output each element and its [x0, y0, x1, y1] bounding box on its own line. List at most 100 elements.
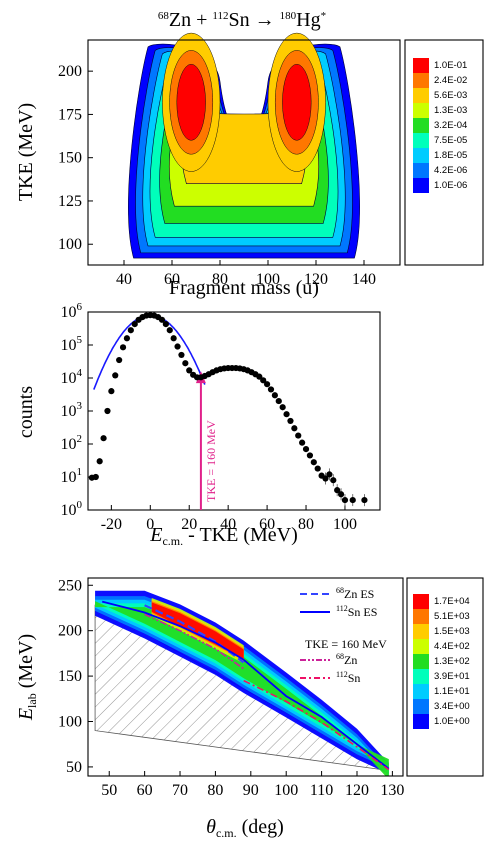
panel-2-xlabel: Ec.m. - TKE (MeV)	[149, 524, 298, 548]
data-point	[349, 496, 356, 504]
x-tick-label: 80	[212, 271, 228, 288]
x-tick-label: 100	[274, 782, 298, 799]
peak-contour	[282, 63, 312, 141]
zn-160-line	[144, 613, 245, 670]
data-point	[279, 404, 286, 411]
data-point	[263, 381, 271, 388]
y-tick-label: 104	[61, 367, 83, 387]
scale-label: 3.4E+00	[434, 701, 470, 712]
y-tick-label: 200	[58, 623, 82, 640]
panel-1-frame	[87, 39, 401, 266]
x-tick-label: 20	[181, 516, 197, 533]
scale-swatch	[413, 654, 429, 669]
scale-swatch	[413, 133, 429, 148]
data-point	[92, 473, 99, 481]
sn-es-line	[101, 600, 390, 770]
panel-3-frame	[87, 577, 404, 777]
data-point	[131, 320, 138, 328]
data-point	[341, 496, 349, 504]
scale-label: 3.9E+01	[434, 671, 470, 682]
panel-1-xlabel: Fragment mass (u)	[169, 277, 319, 299]
scale-swatch	[413, 118, 429, 133]
data-point	[306, 452, 314, 459]
x-tick-label: 100	[256, 271, 280, 288]
x-tick-label: 50	[101, 782, 117, 799]
data-point	[299, 439, 306, 446]
scale-label: 5.6E-03	[434, 90, 467, 101]
y-tick-label: 100	[58, 714, 82, 731]
legend-label: 68Zn ES	[336, 586, 374, 601]
data-point	[260, 377, 267, 384]
data-point	[119, 344, 127, 351]
data-point	[104, 407, 111, 415]
x-tick-label: 140	[352, 271, 376, 288]
x-tick-label: 120	[345, 782, 369, 799]
data-point	[295, 432, 302, 439]
scale-swatch	[413, 103, 429, 118]
panel-1-contour-map	[128, 32, 360, 259]
scale-swatch	[413, 699, 429, 714]
data-point	[337, 491, 345, 498]
legend-heading: TKE = 160 MeV	[305, 637, 387, 651]
data-point	[330, 477, 337, 484]
scale-label: 1.0E+00	[434, 716, 470, 727]
data-point	[178, 351, 185, 359]
panel-3-scale-box	[406, 577, 484, 777]
panel-3-reference-lines	[101, 600, 390, 771]
x-tick-label: 60	[137, 782, 153, 799]
panel-2-ticks: -20 0 20 40 60 80 100 100 101 102 103 104 105 106	[61, 301, 357, 533]
scale-label: 1.0E-06	[434, 180, 467, 191]
data-point	[326, 471, 333, 478]
y-tick-label: 105	[61, 334, 83, 354]
scale-label: 4.2E-06	[434, 165, 467, 176]
y-tick-label: 100	[58, 236, 82, 253]
x-tick-label: -20	[101, 516, 122, 533]
annotation-label: TKE = 160 MeV	[204, 420, 218, 502]
data-point	[267, 386, 275, 393]
data-point	[112, 372, 119, 379]
peak-contour	[176, 63, 206, 141]
panel-2-ylabel: counts	[15, 386, 37, 438]
x-tick-label: 40	[220, 516, 236, 533]
panel-1-ylabel: TKE (MeV)	[15, 103, 37, 201]
data-point	[174, 343, 181, 350]
legend-label: 112Sn ES	[336, 604, 377, 619]
scale-label: 1.7E+04	[434, 596, 470, 607]
panel-3-ticks: 50 60 70 80 90 100 110 120 130 50 100 150 200 250	[58, 577, 404, 799]
scale-label: 1.3E+02	[434, 656, 470, 667]
data-point	[275, 397, 282, 405]
scale-swatch	[413, 609, 429, 624]
scale-swatch	[413, 639, 429, 654]
x-tick-label: 60	[164, 271, 180, 288]
data-point	[283, 411, 290, 418]
scale-swatch	[413, 88, 429, 103]
sn-160-line	[243, 679, 390, 771]
legend-label: 112Sn	[336, 670, 360, 685]
y-tick-label: 101	[61, 466, 83, 486]
data-point	[123, 335, 131, 342]
data-point	[127, 327, 134, 334]
scale-swatch	[413, 624, 429, 639]
data-point	[334, 487, 341, 494]
panel-3-density-map	[94, 590, 390, 776]
panel-2-counts: -20 0 20 40 60 80 100 100 101 102 103 104 105 106 TKE…	[15, 301, 381, 548]
scale-label: 7.5E-05	[434, 135, 467, 146]
scale-swatch	[413, 684, 429, 699]
x-tick-label: 40	[116, 271, 132, 288]
x-tick-label: 80	[207, 782, 223, 799]
panel-1-title: 68Zn + 112Sn → 180Hg*	[158, 9, 326, 31]
scale-swatch	[413, 163, 429, 178]
y-tick-label: 150	[58, 668, 82, 685]
x-tick-label: 0	[146, 516, 154, 533]
data-point	[166, 327, 173, 334]
data-point	[322, 475, 329, 482]
x-tick-label: 60	[259, 516, 275, 533]
data-point	[256, 373, 263, 380]
legend-label: 68Zn	[336, 652, 357, 667]
data-point	[186, 367, 193, 374]
scale-label: 1.5E+03	[434, 626, 470, 637]
data-point	[158, 316, 166, 323]
data-point	[287, 417, 294, 425]
panel-2-data-points	[88, 312, 368, 507]
